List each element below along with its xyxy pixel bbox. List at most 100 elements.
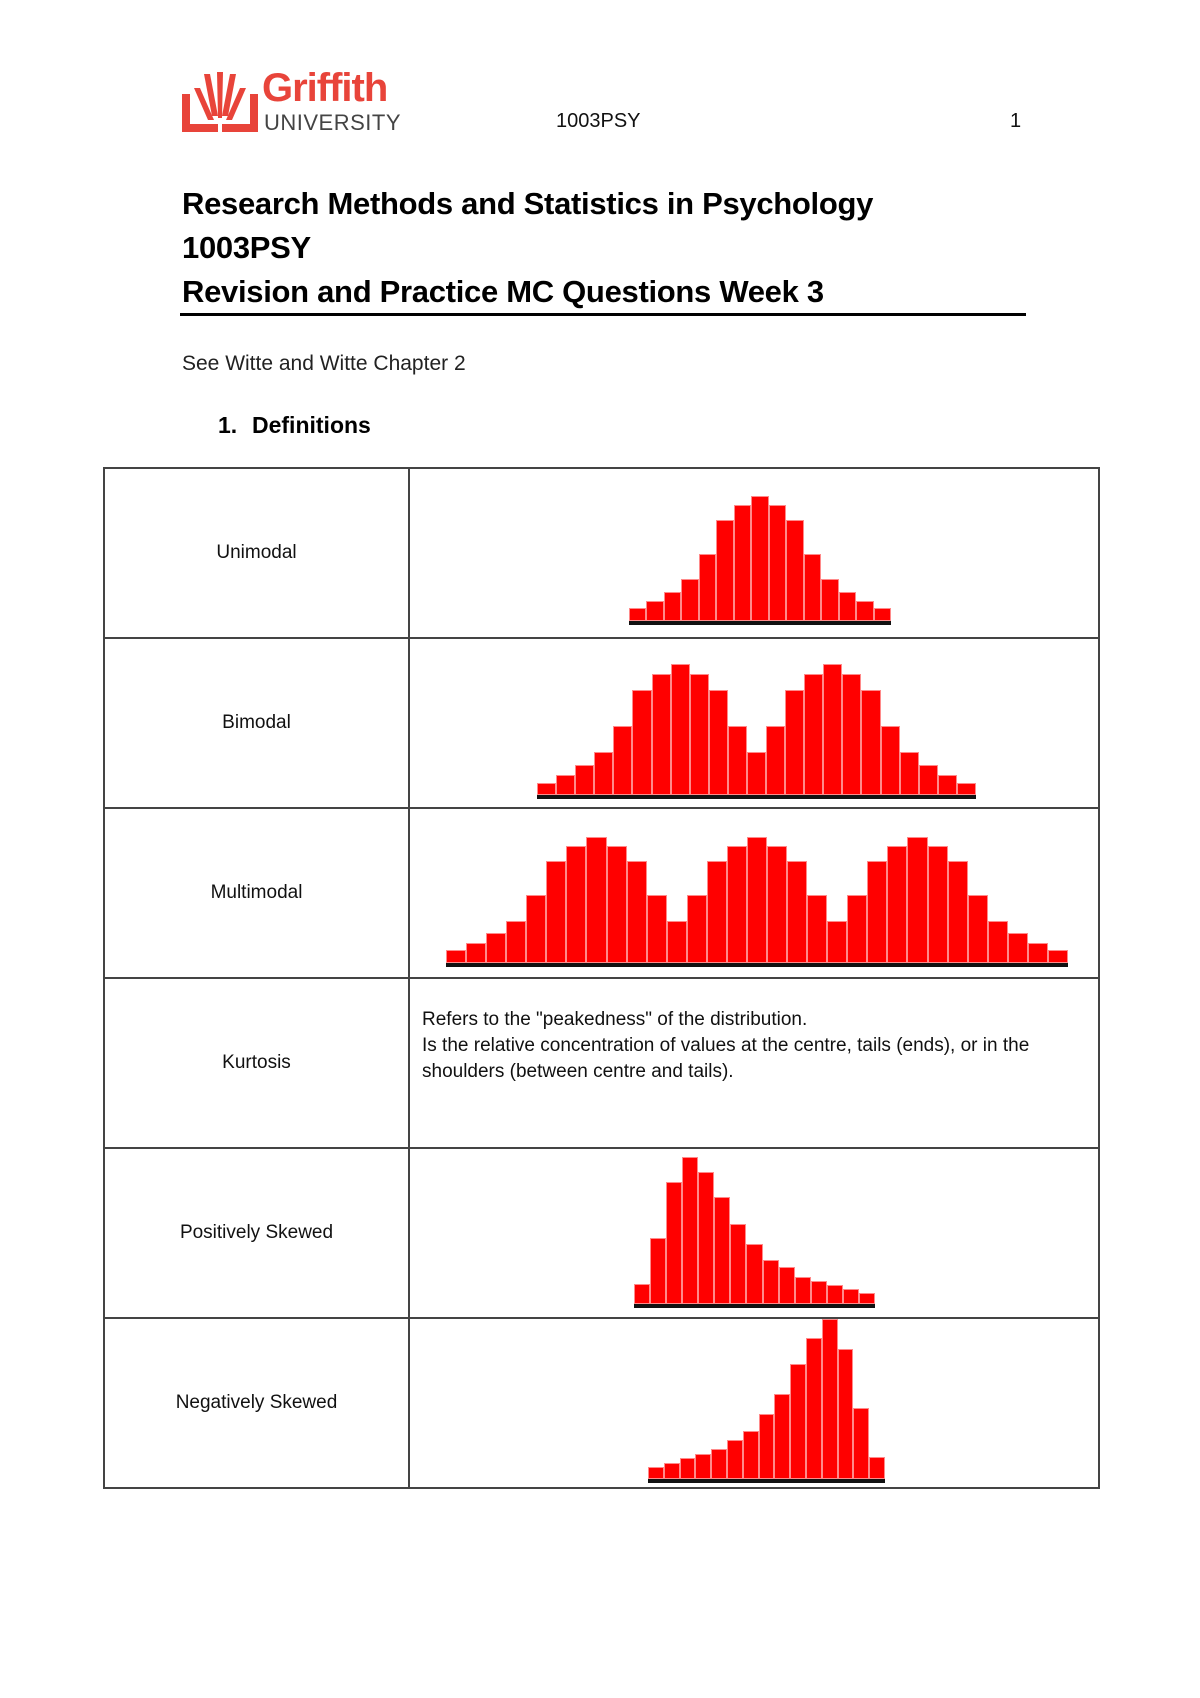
histogram-bar [794, 1277, 811, 1304]
histogram-baseline [629, 621, 891, 625]
histogram-bar [937, 775, 957, 795]
histogram-bar [1047, 950, 1068, 963]
histogram-baseline [446, 963, 1068, 967]
histogram-bar [947, 861, 968, 963]
histogram-bar [613, 726, 633, 795]
histogram-bar [842, 674, 862, 795]
histogram-bar [663, 592, 682, 621]
histogram-bar [786, 520, 804, 621]
visual-cell [408, 1147, 1100, 1319]
histogram-bar [873, 608, 891, 621]
histogram-bar [646, 895, 667, 963]
histogram-bar [670, 664, 690, 795]
table-row: Positively Skewed [103, 1147, 1100, 1319]
histogram-bar [666, 1182, 683, 1304]
histogram-bar [651, 674, 671, 795]
histogram-bar [663, 1463, 680, 1479]
table-row: Kurtosis Refers to the "peakedness" of t… [103, 977, 1100, 1149]
term-cell: Unimodal [103, 467, 410, 639]
histogram-bar [695, 1454, 712, 1479]
histogram-bar [634, 1284, 651, 1304]
histogram-bar [803, 554, 822, 621]
histogram-bar [751, 496, 769, 621]
histogram-bar [727, 1440, 743, 1479]
histogram-bar [807, 895, 828, 963]
visual-cell [408, 1317, 1100, 1489]
histogram-bar [537, 783, 557, 795]
histogram-bar [698, 1172, 715, 1304]
term-cell: Bimodal [103, 637, 410, 809]
histogram-bar [766, 726, 786, 795]
histogram-bar [918, 765, 938, 795]
section-number: 1. [218, 412, 238, 438]
histogram-bar [785, 690, 805, 795]
histogram-bar [907, 837, 928, 963]
histogram-bar [856, 601, 874, 621]
histogram-bar [716, 520, 734, 621]
term-cell: Negatively Skewed [103, 1317, 410, 1489]
histogram-bar [821, 1319, 838, 1479]
kurtosis-description-cell: Refers to the "peakedness" of the distri… [408, 977, 1100, 1149]
histogram-bar [650, 1238, 667, 1304]
histogram-bar [806, 1338, 822, 1479]
histogram-bar [726, 846, 747, 963]
unimodal-histogram [629, 479, 891, 625]
histogram-bar [861, 690, 881, 795]
histogram-bar [956, 783, 976, 795]
histogram-bar [858, 1293, 875, 1304]
histogram-bar [774, 1394, 791, 1479]
logo-subtitle: UNIVERSITY [264, 110, 402, 135]
histogram-bar [626, 861, 647, 963]
histogram-bar [853, 1408, 870, 1479]
histogram-bar [682, 1157, 699, 1304]
bimodal-histogram [537, 649, 976, 799]
section-label: Definitions [252, 412, 371, 438]
histogram-bar [629, 608, 647, 621]
histogram-bar [827, 921, 848, 963]
histogram-bar [767, 846, 788, 963]
histogram-bar [730, 1224, 747, 1304]
histogram-bar [1027, 943, 1048, 963]
histogram-bar [742, 1431, 759, 1479]
logo-wordmark: Griffith [262, 66, 388, 110]
histogram-bar [842, 1289, 859, 1304]
kurtosis-description: Refers to the "peakedness" of the distri… [422, 1007, 1088, 1085]
histogram-bar [632, 690, 652, 795]
term-cell: Kurtosis [103, 977, 410, 1149]
kurtosis-line-1: Refers to the "peakedness" of the distri… [422, 1009, 808, 1030]
kurtosis-line-2: Is the relative concentration of values … [422, 1035, 1030, 1082]
visual-cell [408, 807, 1100, 979]
histogram-bar [967, 895, 988, 963]
histogram-bar [810, 1281, 827, 1304]
histogram-bar [837, 1349, 854, 1479]
term-cell: Positively Skewed [103, 1147, 410, 1319]
histogram-bar [847, 895, 868, 963]
negatively-skewed-histogram [648, 1319, 885, 1483]
histogram-bar [486, 933, 507, 963]
table-row: Bimodal [103, 637, 1100, 809]
title-underline [180, 313, 1026, 316]
term-cell: Multimodal [103, 807, 410, 979]
table-row: Unimodal [103, 467, 1100, 639]
histogram-bar [698, 554, 717, 621]
histogram-bar [586, 837, 607, 963]
positively-skewed-histogram [634, 1153, 875, 1308]
histogram-bar [762, 1260, 779, 1304]
title-line-3: Revision and Practice MC Questions Week … [182, 274, 824, 309]
histogram-bar [506, 921, 527, 963]
histogram-bar [679, 1458, 696, 1479]
griffith-university-logo: Griffith UNIVERSITY [180, 66, 420, 136]
histogram-bar [867, 861, 888, 963]
histogram-bar [566, 846, 587, 963]
histogram-bar [606, 846, 627, 963]
histogram-bar [927, 846, 948, 963]
histogram-bar [446, 950, 467, 963]
histogram-bar [987, 921, 1008, 963]
histogram-bar [646, 601, 664, 621]
histogram-baseline [537, 795, 976, 799]
histogram-bar [887, 846, 908, 963]
histogram-bar [648, 1467, 664, 1479]
histogram-bar [727, 726, 747, 795]
histogram-bar [790, 1364, 806, 1479]
histogram-bar [708, 690, 728, 795]
